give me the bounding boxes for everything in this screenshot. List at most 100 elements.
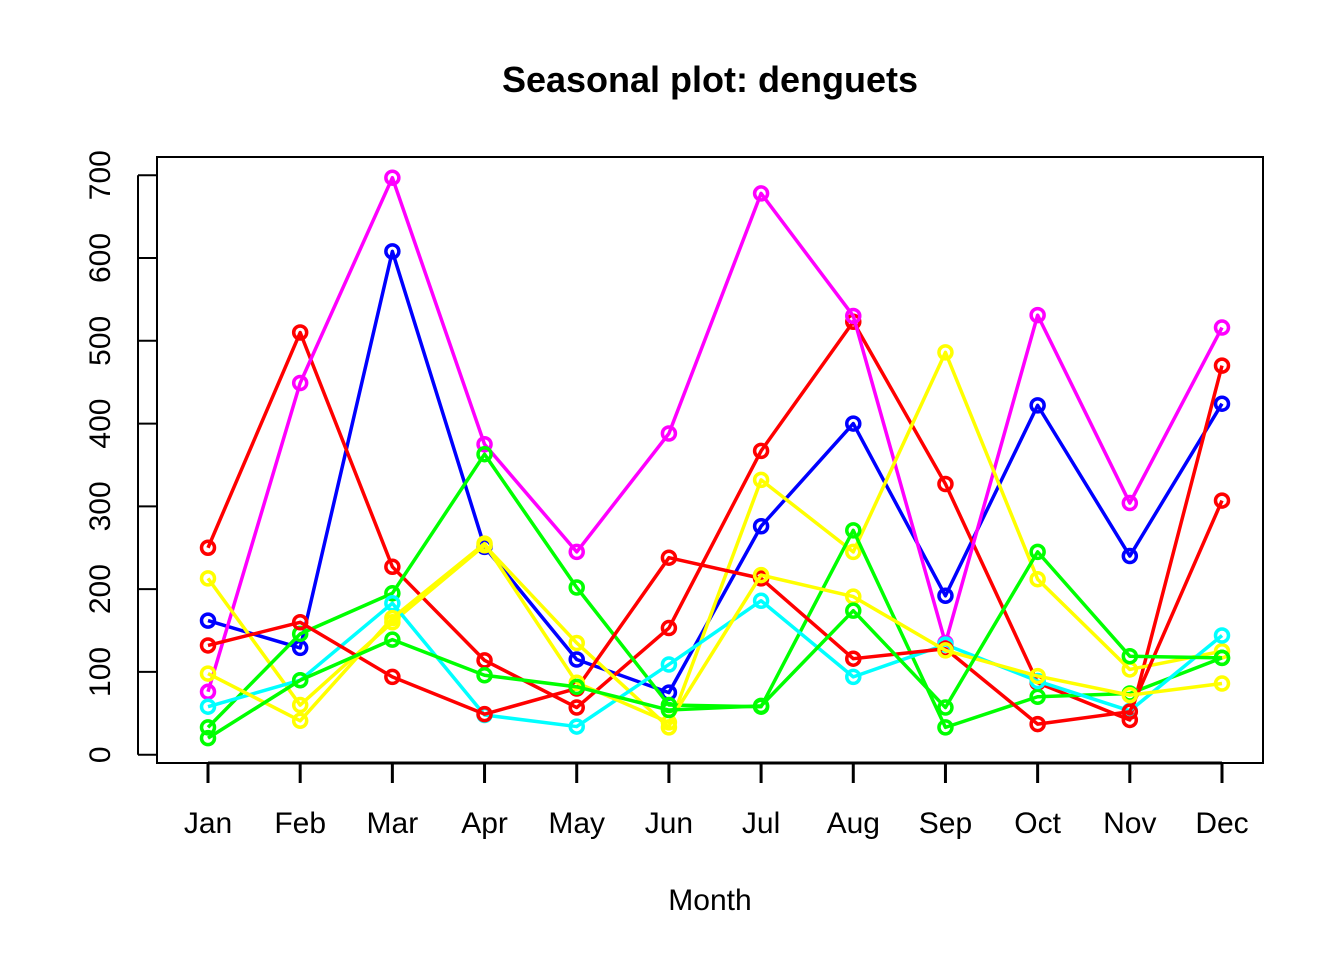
data-point [937,699,954,716]
series-group [199,169,1231,747]
data-point [660,425,678,442]
data-point [476,445,493,463]
data-point [752,517,770,535]
data-point [752,566,770,584]
x-tick-label: Oct [1014,807,1061,840]
series-line [207,541,1223,725]
series-line [207,598,1224,729]
data-point [1029,543,1046,561]
series-2 [199,313,1231,729]
data-point [1213,649,1231,667]
data-point [1029,570,1046,588]
data-point [1213,319,1231,336]
data-point [937,587,954,605]
data-point [845,602,862,619]
data-point [1029,397,1046,414]
data-point [199,729,217,747]
data-point [568,543,585,561]
data-point [752,697,770,715]
data-point [1213,357,1231,374]
series-line [206,319,1224,722]
data-point [199,637,217,654]
x-tick-label: Aug [827,807,880,840]
y-tick-label: 200 [84,564,117,614]
x-tick-label: Apr [461,807,508,840]
data-point [660,549,678,566]
series-line [207,249,1224,695]
data-point [476,436,493,453]
data-point [291,374,309,392]
data-point [568,579,585,596]
data-point [660,701,678,719]
data-point [199,665,217,682]
data-point [568,651,585,668]
data-point [937,642,954,659]
x-tick-label: Jul [742,807,780,840]
x-tick-label: Dec [1195,807,1248,840]
x-tick-label: May [548,807,605,840]
series-9 [199,543,1231,747]
x-tick-label: Mar [367,807,419,840]
data-point [568,718,585,735]
data-point [1121,703,1139,720]
data-point [476,652,493,669]
series-line [207,550,1223,740]
data-point [752,442,770,460]
x-tick-label: Nov [1103,807,1156,840]
data-point [1029,715,1046,733]
series-line [206,175,1224,693]
data-point [660,656,678,673]
x-tick-label: Jan [184,807,232,840]
data-point [1213,395,1231,412]
data-point [384,668,401,686]
y-tick-label: 100 [84,647,117,697]
data-point [384,169,401,186]
data-point [476,666,493,684]
data-point [1029,306,1046,324]
data-point [845,522,862,539]
data-point [199,719,217,736]
y-tick-label: 300 [84,481,117,531]
data-point [384,243,401,260]
x-axis-label: Month [668,884,751,917]
y-tick-label: 700 [84,150,117,200]
data-point [1121,686,1139,704]
data-point [937,475,954,493]
x-tick-label: Jun [645,807,693,840]
data-point [476,705,493,723]
data-point [199,570,217,587]
data-point [476,535,493,552]
data-point [1121,711,1139,729]
x-axis-ticks: Jan Feb Mar Apr May Jun Jul Aug Sep Oct Nov Dec [184,763,1249,840]
data-point [1213,675,1231,692]
data-point [1121,547,1139,565]
data-point [1213,627,1231,644]
x-tick-label: Sep [919,807,972,840]
series-line [206,452,1223,730]
data-point [845,650,862,667]
data-point [568,634,585,652]
data-point [1121,494,1139,512]
y-tick-label: 0 [84,746,117,763]
data-point [199,539,217,557]
data-point [568,699,585,716]
y-axis-ticks: 0 100 200 300 400 500 600 700 [84,150,157,763]
data-point [291,614,309,631]
data-point [845,668,862,686]
data-point [568,678,585,696]
data-point [384,585,401,602]
data-point [1213,492,1231,509]
data-point [845,307,862,325]
data-point [752,592,770,609]
y-tick-label: 500 [84,316,117,366]
data-point [1121,647,1139,665]
data-point [1029,667,1046,685]
data-point [199,683,217,701]
series-3 [199,169,1231,701]
y-tick-label: 600 [84,233,117,283]
data-point [384,631,401,648]
data-point [937,719,954,736]
data-point [291,696,309,714]
data-point [384,594,401,612]
data-point [199,698,217,715]
